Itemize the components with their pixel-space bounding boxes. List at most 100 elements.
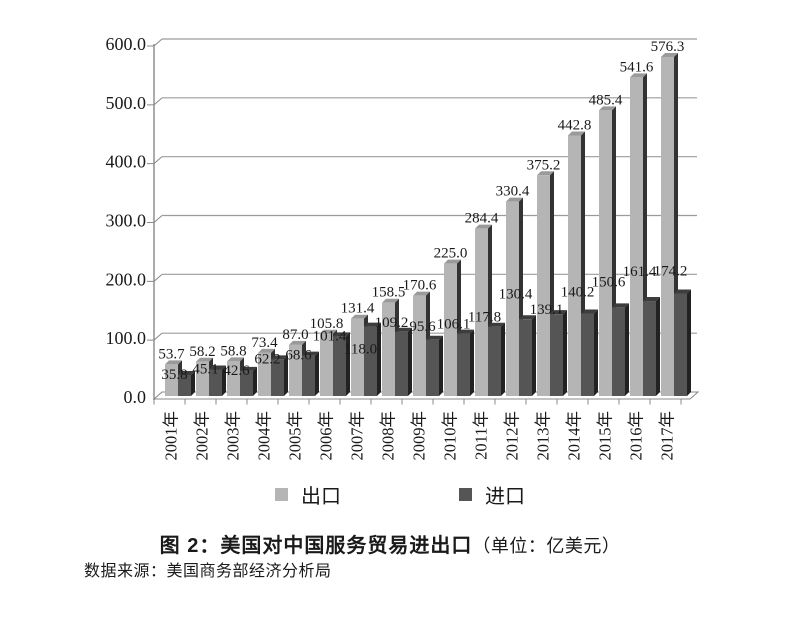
export-value-label: 442.8 [558,117,592,133]
export-value-label: 541.6 [620,59,654,75]
legend-item-export: 出口 [275,480,341,509]
import-bar [178,374,191,396]
export-bar [196,361,209,396]
import-bar [271,359,284,396]
import-value-label: 118.0 [344,342,377,358]
export-bar [444,263,457,396]
export-value-label: 105.8 [310,316,344,332]
export-bar-top [196,357,213,362]
export-bar [165,364,178,396]
import-value-label: 150.6 [592,274,626,290]
export-value-label: 330.4 [496,184,530,200]
import-value-label: 62.2 [254,351,280,367]
export-bar-top [568,131,585,136]
import-bar-top [240,366,257,371]
import-bar-side [656,297,660,396]
export-bar-top [599,106,616,111]
x-axis-label: 2013年 [534,411,553,461]
x-axis-label: 2002年 [193,411,212,461]
import-bar [364,326,377,396]
import-value-label: 130.4 [499,286,533,302]
export-bar [258,352,271,396]
import-bar-side [191,370,195,396]
export-value-label: 158.5 [372,285,406,301]
import-value-label: 140.2 [561,285,595,301]
export-bar-top [506,197,523,202]
export-bar-top [227,357,244,362]
x-axis-label: 2011年 [472,411,491,460]
import-bar [643,301,656,396]
x-axis-label: 2016年 [627,411,646,461]
y-axis-label: 500.0 [106,93,147,113]
import-bar [550,314,563,396]
x-axis-label: 2012年 [503,411,522,461]
import-bar [519,319,532,396]
import-bar-top [674,289,691,294]
import-bar-top [333,332,350,337]
export-value-label: 225.0 [434,246,468,262]
export-value-label: 375.2 [527,157,561,173]
export-bar-top [258,348,275,353]
export-value-label: 284.4 [465,211,499,227]
import-value-label: 42.6 [223,363,250,379]
export-bar-top [661,52,678,57]
export-bar [382,302,395,396]
export-value-label: 53.7 [158,346,185,362]
import-bar [488,326,501,396]
export-bar [537,175,550,396]
export-value-label: 73.4 [251,335,278,351]
y-axis-label: 0.0 [124,387,147,407]
import-bar-side [470,329,474,396]
figure-title-unit: （单位：亿美元） [472,536,621,556]
import-bar [581,313,594,396]
export-bar-top [475,224,492,229]
import-value-label: 109.2 [375,315,409,331]
export-value-label: 87.0 [282,327,308,343]
x-axis-label: 2014年 [565,411,584,461]
import-value-label: 101.4 [313,328,347,344]
export-value-label: 485.4 [589,92,623,108]
x-axis-label: 2006年 [317,411,336,461]
import-bar-side [439,335,443,396]
import-value-label: 117.8 [468,310,501,326]
import-bar [209,369,222,396]
import-value-label: 174.2 [654,264,688,280]
x-axis-label: 2015年 [596,411,615,461]
export-bar [351,318,364,396]
import-bar [426,339,439,396]
import-value-label: 45.1 [192,361,218,377]
export-bar [413,295,426,396]
import-bar-side [222,365,226,396]
x-axis-label: 2004年 [255,411,274,461]
x-axis-label: 2007年 [348,411,367,461]
import-bar-top [302,351,319,356]
export-bar-top [165,360,182,365]
import-value-label: 139.1 [530,302,564,318]
import-bar-side [687,289,691,396]
x-axis-label: 2009年 [410,411,429,461]
import-bar [395,331,408,396]
export-bar-top [413,291,430,296]
import-bar [333,336,346,396]
import-bar [240,370,253,396]
figure-title-main: 图 2：美国对中国服务贸易进出口 [159,535,473,557]
data-source-note: 数据来源：美国商务部经济分析局 [84,563,332,580]
import-bar-top [209,365,226,370]
import-bar-side [408,327,412,396]
import-bar-side [284,355,288,396]
import-bar-top [178,370,195,375]
import-bar-top [612,303,629,308]
x-axis-label: 2010年 [441,411,460,461]
bar-chart-area: 0.0 100.0 200.0 300.0 400.0 500.0 600.0 53.7 58.… [106,34,700,461]
y-axis-label: 400.0 [106,152,147,172]
y-axis-label: 100.0 [106,328,147,348]
import-bar-top [426,335,443,340]
import-bar-top [643,297,660,302]
export-value-label: 131.4 [341,301,375,317]
export-value-label: 58.8 [220,343,246,359]
import-value-label: 106.1 [437,317,471,333]
export-bar [599,110,612,396]
import-bar [457,333,470,396]
import-value-label: 95.6 [409,319,436,335]
export-swatch-icon [275,487,288,501]
